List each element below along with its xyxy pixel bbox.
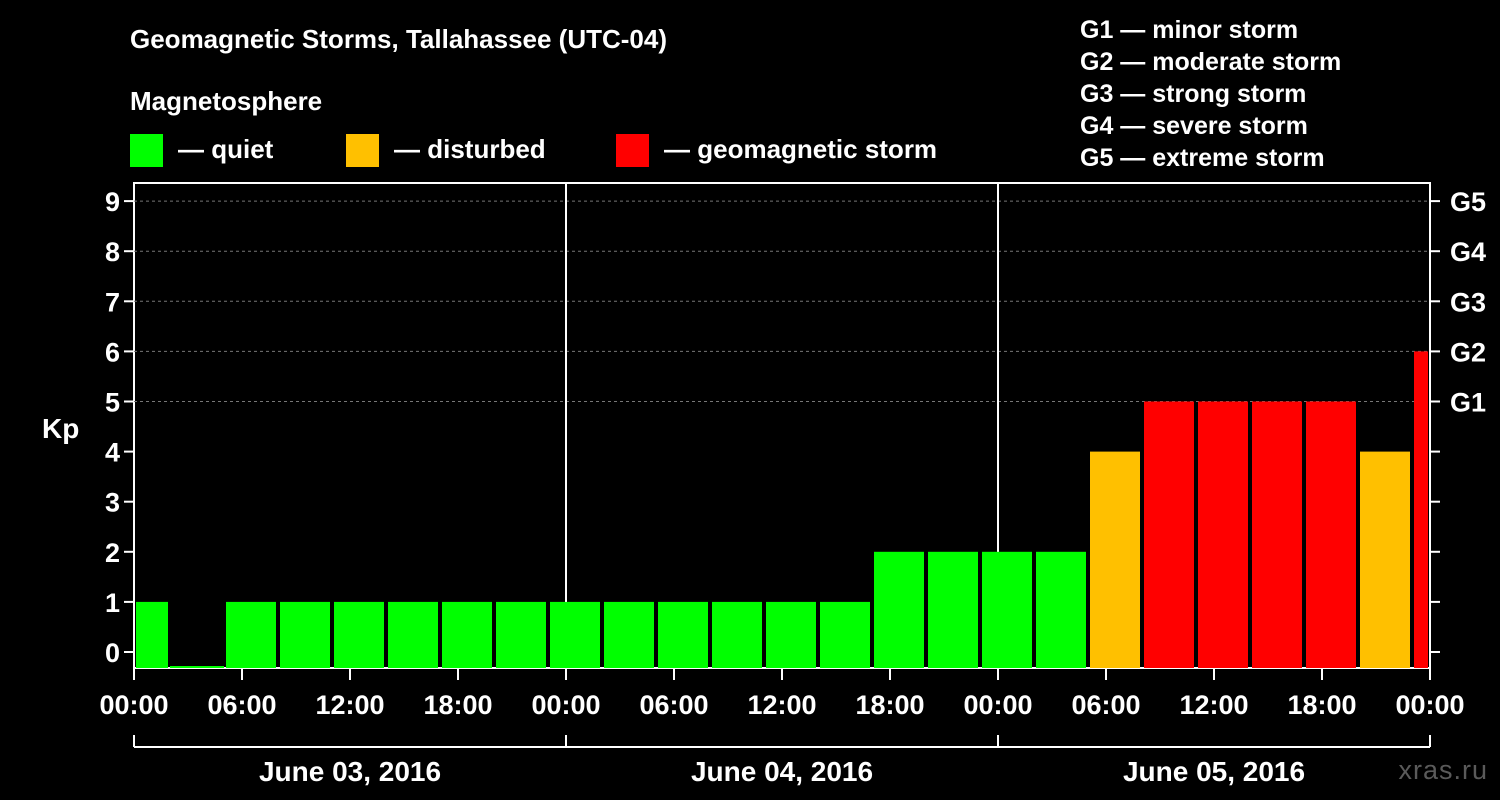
x-tick-label: 18:00 xyxy=(1287,690,1356,720)
kp-bar-5 xyxy=(388,601,438,668)
kp-bar-23 xyxy=(1360,451,1410,668)
storm-scale-g4: G4 — severe storm xyxy=(1080,112,1308,140)
legend-swatch-disturbed xyxy=(346,134,379,167)
x-tick-label: 12:00 xyxy=(1179,690,1248,720)
y-tick-label: 2 xyxy=(105,538,120,568)
storm-scale-g3: G3 — strong storm xyxy=(1080,80,1307,108)
x-tick-label: 18:00 xyxy=(423,690,492,720)
legend-swatch-storm xyxy=(616,134,649,167)
storm-level-label-g1: G1 xyxy=(1450,388,1486,418)
y-tick-label: 8 xyxy=(105,237,120,267)
y-tick-label: 7 xyxy=(105,287,120,317)
kp-bar-21 xyxy=(1252,401,1302,668)
date-label: June 03, 2016 xyxy=(259,756,441,787)
legend-label-disturbed: — disturbed xyxy=(394,134,546,164)
y-tick-label: 4 xyxy=(105,438,120,468)
kp-bar-18 xyxy=(1090,451,1140,668)
kp-bar-16 xyxy=(982,551,1032,668)
x-tick-label: 06:00 xyxy=(207,690,276,720)
date-label: June 05, 2016 xyxy=(1123,756,1305,787)
x-tick-label: 18:00 xyxy=(855,690,924,720)
y-tick-label: 3 xyxy=(105,488,120,518)
y-tick-label: 0 xyxy=(105,638,120,668)
x-tick-label: 12:00 xyxy=(315,690,384,720)
x-tick-label: 00:00 xyxy=(963,690,1032,720)
x-tick-label: 00:00 xyxy=(99,690,168,720)
kp-bar-12 xyxy=(766,601,816,668)
kp-bar-20 xyxy=(1198,401,1248,668)
kp-bar-14 xyxy=(874,551,924,668)
storm-scale-g5: G5 — extreme storm xyxy=(1080,144,1325,172)
y-axis-label: Kp xyxy=(42,413,80,444)
y-tick-label: 5 xyxy=(105,388,120,418)
storm-level-label-g2: G2 xyxy=(1450,337,1486,367)
x-tick-label: 12:00 xyxy=(747,690,816,720)
y-tick-label: 1 xyxy=(105,588,120,618)
legend-swatch-quiet xyxy=(130,134,163,167)
kp-bar-19 xyxy=(1144,401,1194,668)
kp-bar-15 xyxy=(928,551,978,668)
storm-scale-g1: G1 — minor storm xyxy=(1080,16,1299,44)
kp-bar-2 xyxy=(226,601,276,668)
x-tick-label: 00:00 xyxy=(531,690,600,720)
kp-bar-13 xyxy=(820,601,870,668)
y-tick-label: 9 xyxy=(105,187,120,217)
storm-level-label-g3: G3 xyxy=(1450,287,1486,317)
kp-bar-8 xyxy=(550,601,600,668)
x-tick-label: 06:00 xyxy=(1071,690,1140,720)
kp-bar-22 xyxy=(1306,401,1356,668)
legend-title: Magnetosphere xyxy=(130,86,323,116)
storm-scale-g2: G2 — moderate storm xyxy=(1080,48,1342,76)
storm-scale-legend: G1 — minor storm G2 — moderate storm G3 … xyxy=(1080,14,1341,174)
chart-title: Geomagnetic Storms, Tallahassee (UTC-04) xyxy=(130,24,668,54)
kp-bar-7 xyxy=(496,601,546,668)
legend-label-storm: — geomagnetic storm xyxy=(664,134,938,164)
kp-bar-24 xyxy=(1414,351,1428,668)
kp-bar-9 xyxy=(604,601,654,668)
kp-bar-0 xyxy=(136,601,168,668)
kp-bar-6 xyxy=(442,601,492,668)
x-tick-label: 06:00 xyxy=(639,690,708,720)
watermark: xras.ru xyxy=(1398,755,1488,785)
y-tick-label: 6 xyxy=(105,337,120,367)
x-tick-label: 00:00 xyxy=(1395,690,1464,720)
storm-level-label-g5: G5 xyxy=(1450,187,1486,217)
kp-bar-10 xyxy=(658,601,708,668)
date-label: June 04, 2016 xyxy=(691,756,873,787)
storm-level-label-g4: G4 xyxy=(1450,237,1486,267)
kp-bar-4 xyxy=(334,601,384,668)
kp-bar-17 xyxy=(1036,551,1086,668)
kp-bar-11 xyxy=(712,601,762,668)
kp-bar-3 xyxy=(280,601,330,668)
legend-label-quiet: — quiet xyxy=(178,134,274,164)
